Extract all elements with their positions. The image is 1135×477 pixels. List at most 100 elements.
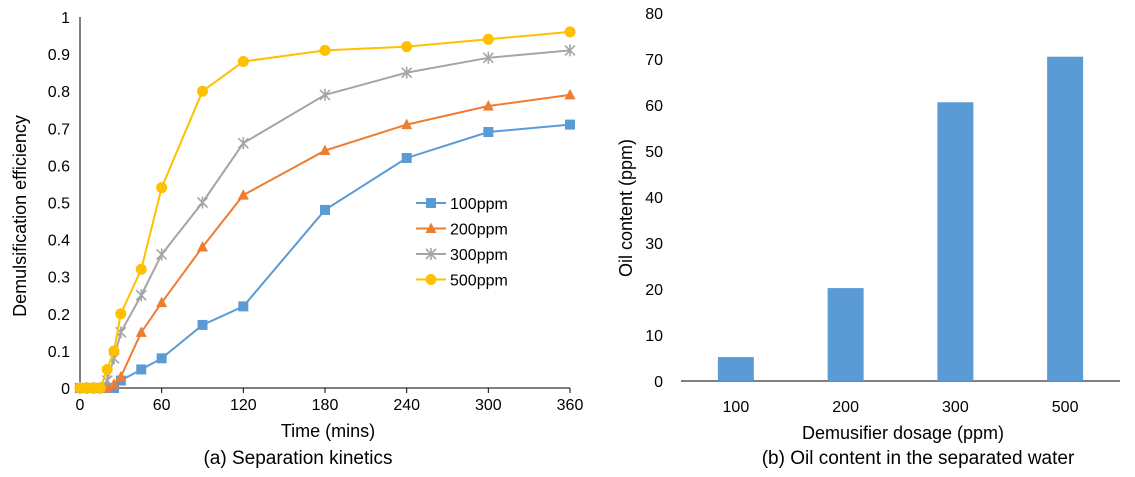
data-point-100ppm (483, 127, 494, 138)
chart-b-x-tick-label: 200 (832, 399, 859, 416)
legend-marker-200ppm (425, 222, 437, 233)
chart-a-y-tick-label: 0 (61, 381, 70, 398)
chart-b-x-tick-label: 500 (1052, 399, 1079, 416)
data-point-200ppm (319, 144, 331, 156)
data-point-500ppm (482, 33, 494, 45)
chart-a-x-tick-label: 360 (557, 397, 584, 414)
data-point-500ppm (319, 44, 331, 56)
bar-200 (827, 288, 864, 381)
legend-marker-500ppm (425, 274, 437, 285)
data-point-500ppm (156, 182, 168, 194)
data-point-500ppm (94, 382, 106, 394)
legend-marker-100ppm (426, 198, 436, 208)
chart-b-oil-content: 0 10 20 30 40 50 60 70 80 100 200 300 500 Demusifie… (616, 6, 1120, 469)
chart-a-x-axis-label: Time (mins) (281, 421, 375, 441)
chart-a-separation-kinetics: 0 0.1 0.2 0.3 0.4 0.5 0.6 0.7 0.8 0.9 1 0 60 120 180 2… (10, 10, 583, 469)
data-point-200ppm (197, 241, 208, 252)
data-point-100ppm (320, 204, 330, 215)
data-point-300ppm (319, 88, 331, 101)
chart-a-x-tick-label: 60 (153, 397, 171, 414)
data-point-200ppm (115, 370, 127, 382)
series-500ppm (74, 26, 576, 394)
chart-b-y-axis-label: Oil content (ppm) (616, 139, 636, 277)
data-point-100ppm (197, 319, 208, 330)
chart-a-y-tick-label: 0.7 (48, 121, 70, 138)
legend-label-100ppm: 100ppm (450, 196, 508, 213)
data-point-200ppm (135, 326, 147, 337)
data-point-500ppm (101, 363, 113, 375)
chart-a-y-tick-label: 0.8 (48, 84, 70, 101)
chart-b-y-tick-label: 40 (645, 190, 663, 207)
legend-label-300ppm: 300ppm (450, 247, 508, 264)
data-point-200ppm (156, 296, 168, 308)
chart-b-y-tick-label: 80 (645, 6, 663, 23)
chart-a-x-tick-label: 180 (312, 397, 339, 414)
chart-b-y-tick-label: 70 (645, 52, 663, 69)
data-point-100ppm (565, 119, 575, 130)
data-point-300ppm (482, 51, 494, 64)
bar-100 (717, 357, 754, 381)
chart-a-x-ticks: 0 60 120 180 240 300 360 (76, 388, 584, 414)
data-point-300ppm (237, 137, 249, 150)
chart-a-y-tick-label: 0.3 (48, 270, 70, 287)
chart-a-y-axis-label: Demulsification efficiency (10, 115, 30, 317)
chart-b-y-tick-label: 0 (654, 374, 663, 391)
data-point-200ppm (564, 88, 576, 100)
chart-a-legend: 100ppm 200ppm 300ppm 500ppm (416, 196, 508, 290)
bar-500 (1047, 56, 1084, 381)
series-line-200ppm (80, 93, 571, 389)
data-point-200ppm (482, 100, 494, 111)
chart-b-y-tick-label: 10 (645, 328, 663, 345)
chart-a-series (74, 26, 576, 394)
data-point-300ppm (196, 196, 209, 209)
data-point-100ppm (136, 364, 147, 375)
chart-b-y-tick-label: 60 (645, 98, 663, 115)
data-point-500ppm (115, 308, 127, 320)
data-point-500ppm (401, 41, 413, 53)
series-300ppm (74, 44, 576, 394)
data-point-500ppm (197, 85, 208, 97)
chart-b-x-tick-label: 300 (942, 399, 969, 416)
bar-300 (937, 102, 974, 382)
data-point-200ppm (237, 189, 249, 200)
chart-b-x-ticks: 100 200 300 500 (723, 399, 1079, 416)
data-point-500ppm (135, 263, 147, 275)
chart-a-y-ticks: 0 0.1 0.2 0.3 0.4 0.5 0.6 0.7 0.8 0.9 1 (48, 10, 70, 398)
chart-a-y-tick-label: 0.9 (48, 47, 70, 64)
series-200ppm (74, 88, 576, 393)
data-point-500ppm (237, 56, 249, 68)
data-point-500ppm (564, 26, 576, 38)
data-point-300ppm (135, 289, 147, 302)
chart-a-y-tick-label: 0.6 (48, 158, 70, 175)
chart-a-x-tick-label: 300 (475, 397, 502, 414)
chart-a-x-tick-label: 240 (393, 397, 420, 414)
data-point-300ppm (564, 44, 576, 57)
chart-b-y-tick-label: 30 (645, 236, 663, 253)
chart-a-caption: (a) Separation kinetics (203, 448, 392, 469)
data-point-300ppm (401, 66, 413, 79)
chart-a-x-tick-label: 0 (76, 397, 85, 414)
chart-a-y-tick-label: 0.4 (48, 233, 70, 250)
legend-label-200ppm: 200ppm (450, 222, 508, 239)
chart-a-y-tick-label: 0.5 (48, 196, 70, 213)
chart-b-x-tick-label: 100 (723, 399, 750, 416)
data-point-200ppm (401, 118, 413, 130)
chart-b-caption: (b) Oil content in the separated water (762, 448, 1075, 469)
chart-a-y-tick-label: 1 (61, 10, 70, 27)
data-point-200ppm (108, 378, 120, 389)
chart-a-x-tick-label: 120 (230, 397, 257, 414)
chart-b-y-tick-label: 50 (645, 144, 663, 161)
data-point-500ppm (108, 345, 120, 357)
data-point-300ppm (156, 248, 168, 261)
chart-b-y-tick-label: 20 (645, 282, 663, 299)
chart-b-x-axis-label: Demusifier dosage (ppm) (802, 423, 1004, 443)
chart-b-bars (717, 56, 1084, 382)
chart-a-y-tick-label: 0.1 (48, 344, 70, 361)
data-point-100ppm (238, 301, 249, 312)
chart-a-y-tick-label: 0.2 (48, 307, 70, 324)
legend-label-500ppm: 500ppm (450, 273, 508, 290)
data-point-100ppm (401, 152, 412, 163)
legend-marker-300ppm (425, 248, 437, 260)
chart-b-y-ticks: 0 10 20 30 40 50 60 70 80 (645, 6, 663, 391)
